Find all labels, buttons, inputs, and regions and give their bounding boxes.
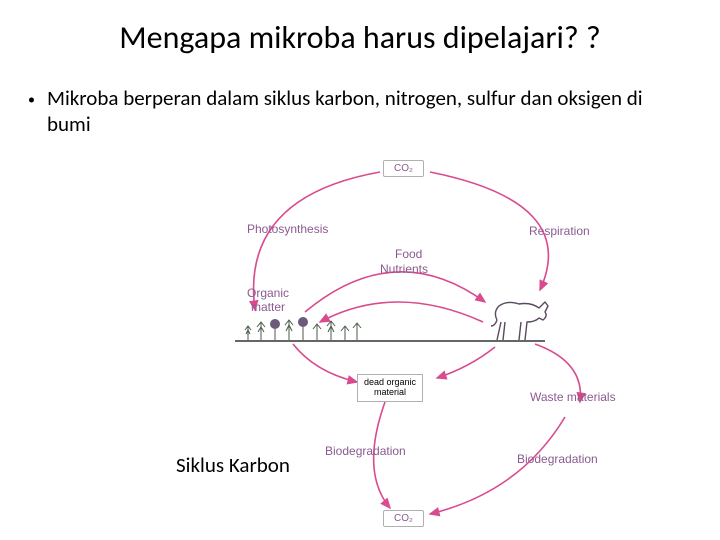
label-waste: Waste materials bbox=[530, 390, 616, 404]
co2-top-box: CO₂ bbox=[383, 160, 424, 177]
label-organic-1: Organic bbox=[247, 286, 289, 300]
label-photosynthesis: Photosynthesis bbox=[247, 222, 328, 236]
label-biodeg-right: Biodegradation bbox=[517, 452, 598, 466]
dead-line2: material bbox=[374, 387, 406, 397]
cycle-arrows bbox=[185, 152, 665, 532]
label-biodeg-left: Biodegradation bbox=[325, 444, 406, 458]
carbon-cycle-diagram: CO₂ CO₂ dead organic material Photosynth… bbox=[185, 152, 665, 532]
label-respiration: Respiration bbox=[529, 224, 590, 238]
bullet-text: Mikroba berperan dalam siklus karbon, ni… bbox=[47, 85, 686, 138]
plants-icon bbox=[243, 312, 363, 340]
dead-line1: dead organic bbox=[364, 377, 416, 387]
label-food: Food bbox=[395, 247, 422, 261]
slide-title: Mengapa mikroba harus dipelajari? ? bbox=[0, 0, 720, 57]
label-organic-2: matter bbox=[251, 300, 285, 314]
horse-icon bbox=[485, 292, 555, 342]
bullet-marker: • bbox=[28, 91, 35, 109]
label-nutrients: Nutrients bbox=[380, 262, 428, 276]
bullet-item: • Mikroba berperan dalam siklus karbon, … bbox=[0, 57, 720, 138]
co2-bottom-box: CO₂ bbox=[383, 510, 424, 527]
dead-organic-box: dead organic material bbox=[357, 374, 423, 402]
